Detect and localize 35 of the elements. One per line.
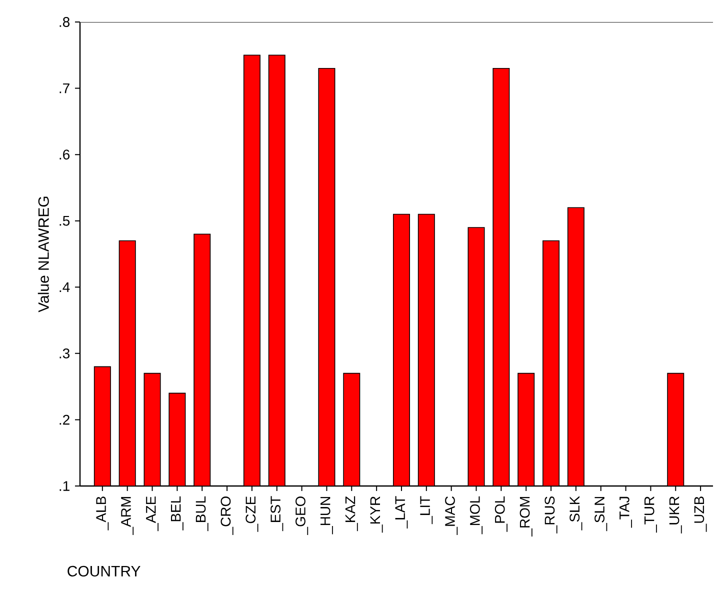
x-tick-label: _MAC xyxy=(445,496,458,535)
x-tick-label: _SLK xyxy=(570,496,582,530)
x-tick-label: _ROM xyxy=(520,497,532,537)
x-tick-label: _BUL xyxy=(196,496,208,532)
x-tick-label: _CRO xyxy=(220,496,234,535)
x-tick-label: _MOL xyxy=(470,496,483,534)
x-tick-label: _KAZ xyxy=(345,496,358,532)
x-tick-label: _EST xyxy=(270,496,284,532)
x-axis-title: COUNTRY xyxy=(68,566,140,576)
x-tick-label: _KYR xyxy=(370,496,383,533)
y-axis-title: Value NLAWREG xyxy=(38,196,49,312)
y-tick-label: .5 xyxy=(60,216,70,226)
y-tick-label: .3 xyxy=(60,348,70,358)
x-tick-label: _TAJ xyxy=(620,496,632,528)
x-tick-label: _RUS xyxy=(544,496,558,534)
x-tick-label: _POL xyxy=(494,496,508,532)
x-tick-label: _ALB xyxy=(96,496,109,530)
x-tick-label: _CZE xyxy=(246,496,258,532)
y-tick-label: .1 xyxy=(60,481,70,491)
y-tick-label: .2 xyxy=(60,414,70,425)
x-tick-label: _LIT xyxy=(420,496,433,524)
y-tick-label: .7 xyxy=(60,83,70,94)
y-tick-label: .4 xyxy=(60,282,70,292)
x-tick-label: _GEO xyxy=(296,496,308,535)
x-tick-label: _SLN xyxy=(594,497,608,532)
y-tick-label: .8 xyxy=(60,17,70,27)
x-tick-label: _BEL xyxy=(170,496,184,530)
x-tick-label: _UZB xyxy=(694,496,707,532)
x-tick-label: _ARM xyxy=(121,497,134,535)
x-tick-label: _UKR xyxy=(669,496,682,534)
x-tick-label: _AZE xyxy=(146,496,158,532)
x-tick-label: _TUR xyxy=(644,496,657,533)
x-tick-label: _LAT xyxy=(395,496,408,529)
y-tick-label: .6 xyxy=(60,150,70,160)
x-tick-label: _HUN xyxy=(320,497,333,534)
